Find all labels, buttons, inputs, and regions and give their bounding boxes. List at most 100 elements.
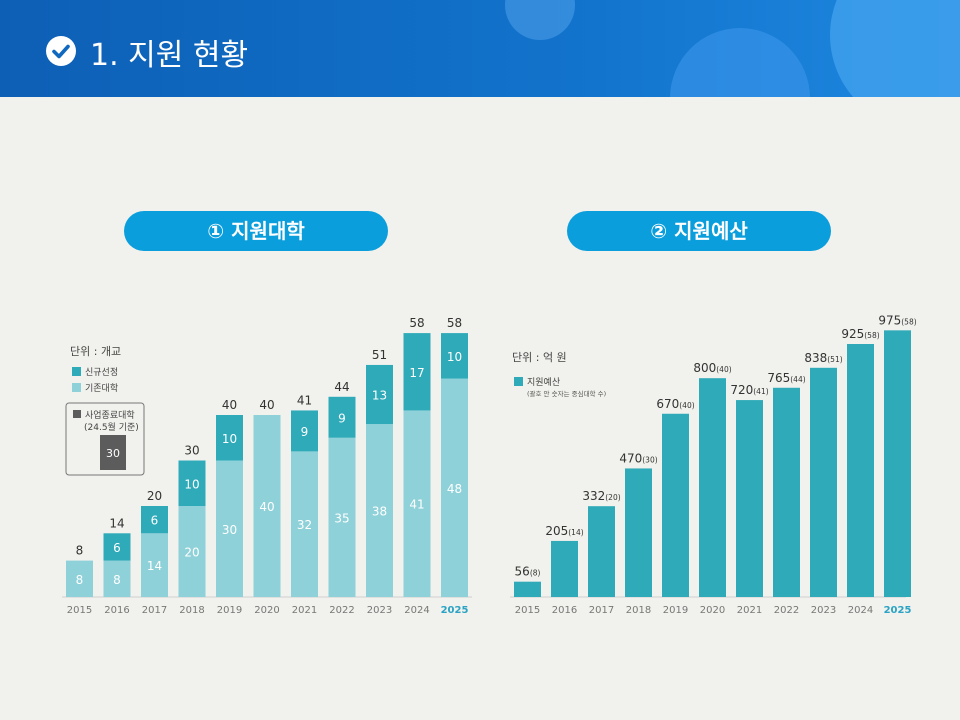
total-label: 14 (109, 516, 124, 530)
budget-bar (736, 400, 763, 597)
total-label: 58 (409, 316, 424, 330)
budget-bar (662, 413, 689, 597)
bar-new-label: 10 (447, 350, 462, 364)
budget-value-label: 765(44) (767, 371, 805, 385)
bar-new (403, 333, 431, 411)
bar-new-label: 6 (151, 514, 159, 528)
x-tick-label: 2022 (329, 605, 354, 616)
budget-value-label: 670(40) (656, 397, 694, 411)
bar-existing (178, 506, 206, 597)
x-tick-label: 2024 (848, 605, 873, 616)
budget-value-label: 800(40) (693, 361, 731, 375)
legend-label: 신규선정 (85, 367, 118, 378)
bar-existing-label: 20 (184, 546, 199, 560)
budget-value-label: 720(41) (730, 383, 768, 397)
budget-bar (810, 367, 837, 597)
x-tick-label: 2018 (179, 605, 204, 616)
inset-label: 사업종료대학 (85, 410, 135, 421)
inset-box (65, 402, 145, 476)
bar-new (366, 364, 393, 425)
legend-label: 기존대학 (85, 383, 118, 394)
total-label: 30 (184, 444, 199, 458)
bar-new (441, 333, 468, 379)
total-label: 58 (447, 316, 462, 330)
bar-existing-label: 38 (372, 505, 387, 519)
budget-value-label: 470(30) (619, 451, 657, 465)
inset-bar (100, 435, 126, 470)
bar-existing-label: 41 (409, 498, 424, 512)
x-tick-label: 2019 (663, 605, 688, 616)
inset-value: 30 (106, 447, 120, 460)
bar-new (103, 533, 131, 561)
header-bar: 1. 지원 현황 (0, 0, 960, 97)
budget-bar (514, 581, 541, 597)
x-tick-label: 2015 (515, 605, 540, 616)
budget-value-label: 975(58) (878, 313, 916, 327)
bar-new (328, 396, 356, 438)
total-label: 20 (147, 489, 162, 503)
bar-existing-label: 8 (113, 573, 121, 587)
bar-new-label: 10 (222, 432, 237, 446)
budget-bar (884, 330, 911, 597)
legend-label: 지원예산 (527, 377, 560, 388)
x-tick-label: 2016 (552, 605, 577, 616)
bar-existing (441, 378, 468, 597)
x-tick-label: 2021 (292, 605, 317, 616)
section-title-budget: ② 지원예산 (567, 211, 831, 251)
bar-existing (141, 533, 168, 597)
x-tick-label: 2017 (142, 605, 167, 616)
total-label: 40 (222, 398, 237, 412)
unit-label: 단위 : 개교 (70, 345, 121, 358)
x-tick-label: 2019 (217, 605, 242, 616)
bar-new (216, 415, 243, 461)
bar-existing-label: 35 (334, 511, 349, 525)
total-label: 41 (297, 393, 312, 407)
bar-new-label: 10 (184, 477, 199, 491)
bar-existing (403, 410, 431, 597)
budget-bar (773, 387, 800, 597)
legend-swatch (72, 367, 81, 376)
bar-new-label: 17 (409, 366, 424, 380)
decor-circle (505, 0, 575, 40)
budget-bar (847, 344, 874, 597)
bar-existing-label: 14 (147, 559, 162, 573)
bar-existing-label: 32 (297, 518, 312, 532)
x-tick-label: 2021 (737, 605, 762, 616)
x-tick-label: 2017 (589, 605, 614, 616)
bar-existing-label: 8 (76, 573, 84, 587)
x-tick-label: 2018 (626, 605, 651, 616)
x-tick-label: 2020 (254, 605, 279, 616)
budget-value-label: 56(8) (515, 565, 541, 579)
x-tick-label: 2024 (404, 605, 429, 616)
page-title: 1. 지원 현황 (90, 38, 249, 73)
legend-swatch (514, 377, 523, 386)
bar-new (178, 460, 206, 506)
total-label: 44 (334, 380, 349, 394)
x-tick-label: 2025 (441, 605, 469, 616)
inset-label: (24.5월 기준) (84, 421, 139, 433)
budget-bar (551, 540, 578, 597)
bar-existing (253, 415, 281, 597)
section-title-universities: ① 지원대학 (124, 211, 388, 251)
x-tick-label: 2023 (367, 605, 392, 616)
bar-existing (103, 560, 131, 597)
budget-value-label: 925(58) (841, 327, 879, 341)
budget-value-label: 205(14) (545, 524, 583, 538)
budget-value-label: 838(51) (804, 351, 842, 365)
bar-new-label: 6 (113, 541, 121, 555)
decor-circle (830, 0, 960, 97)
x-tick-label: 2022 (774, 605, 799, 616)
decor-circle (670, 28, 810, 97)
bar-existing (291, 451, 318, 597)
bar-existing-label: 40 (259, 500, 274, 514)
bar-existing-label: 30 (222, 523, 237, 537)
check-circle-icon (46, 36, 76, 66)
total-label: 51 (372, 348, 387, 362)
bar-existing (216, 460, 243, 597)
bar-existing (328, 437, 356, 597)
x-tick-label: 2025 (884, 605, 912, 616)
bar-existing (366, 424, 393, 597)
bar-existing-label: 48 (447, 482, 462, 496)
bar-existing (66, 560, 93, 597)
